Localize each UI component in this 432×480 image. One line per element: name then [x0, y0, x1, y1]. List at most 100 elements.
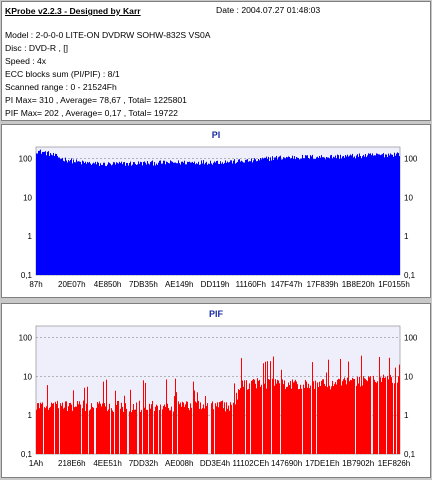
data-bar — [286, 387, 287, 454]
data-bar — [263, 363, 264, 454]
pif-chart-panel: PIF 100 100 10 10 1 1 0,1 0,1 1Ah 218E6h 4EE51h 7DD… — [1, 303, 431, 478]
data-bar — [134, 409, 135, 454]
data-bar — [96, 164, 97, 275]
data-bar — [139, 163, 140, 275]
data-bar — [229, 410, 230, 454]
data-bar — [229, 162, 230, 275]
data-bar — [40, 402, 41, 454]
data-bar — [95, 161, 96, 275]
data-bar — [399, 156, 400, 275]
data-bar — [179, 163, 180, 275]
data-bar — [174, 396, 175, 454]
data-bar — [120, 408, 121, 454]
data-bar — [98, 403, 99, 454]
data-bar — [122, 164, 123, 275]
data-bar — [366, 380, 367, 454]
data-bar — [203, 160, 204, 275]
data-bar — [116, 404, 117, 454]
y-tick-label-left: 10 — [23, 372, 32, 381]
data-bar — [105, 165, 106, 275]
data-bar — [375, 155, 376, 275]
data-bar — [56, 403, 57, 454]
info-ecc: ECC blocks sum (PI/PIF) : 8/1 — [5, 69, 120, 79]
data-bar — [264, 157, 265, 275]
data-bar — [151, 161, 152, 275]
data-bar — [356, 385, 357, 454]
data-bar — [115, 164, 116, 275]
data-bar — [384, 157, 385, 275]
data-bar — [241, 358, 242, 454]
data-bar — [369, 377, 370, 454]
data-bar — [292, 155, 293, 275]
data-bar — [77, 161, 78, 275]
data-bar — [92, 163, 93, 275]
data-bar — [126, 162, 127, 275]
data-bar — [291, 388, 292, 454]
data-bar — [45, 151, 46, 275]
data-bar — [259, 379, 260, 454]
data-bar — [213, 162, 214, 275]
data-bar — [285, 389, 286, 454]
data-bar — [277, 379, 278, 454]
data-bar — [171, 406, 172, 454]
data-bar — [74, 407, 75, 454]
data-bar — [303, 384, 304, 454]
data-bar — [329, 158, 330, 275]
data-bar — [361, 355, 362, 454]
data-bar — [106, 379, 107, 454]
data-bar — [83, 161, 84, 275]
data-bar — [144, 407, 145, 454]
data-bar — [315, 158, 316, 275]
data-bar — [205, 162, 206, 275]
data-bar — [192, 161, 193, 275]
data-bar — [273, 159, 274, 275]
data-bar — [312, 154, 313, 275]
data-bar — [136, 164, 137, 275]
data-bar — [217, 160, 218, 275]
data-bar — [52, 403, 53, 454]
data-bar — [80, 161, 81, 275]
data-bar — [305, 155, 306, 275]
data-bar — [166, 379, 167, 454]
info-speed: Speed : 4x — [5, 56, 47, 66]
data-bar — [352, 377, 353, 454]
data-bar — [354, 379, 355, 454]
data-bar — [108, 409, 109, 454]
data-bar — [257, 160, 258, 275]
data-bar — [277, 159, 278, 275]
data-bar — [301, 388, 302, 454]
data-bar — [46, 155, 47, 275]
data-bar — [391, 154, 392, 275]
data-bar — [41, 153, 42, 275]
data-bar — [214, 161, 215, 275]
data-bar — [342, 381, 343, 454]
data-bar — [118, 163, 119, 275]
data-bar — [247, 159, 248, 275]
data-bar — [59, 157, 60, 275]
data-bar — [300, 384, 301, 454]
data-bar — [258, 158, 259, 275]
data-bar — [272, 378, 273, 454]
data-bar — [183, 162, 184, 275]
data-bar — [391, 377, 392, 454]
data-bar — [336, 384, 337, 454]
data-bar — [76, 406, 77, 454]
data-bar — [221, 163, 222, 275]
data-bar — [238, 159, 239, 275]
data-bar — [140, 411, 141, 454]
data-bar — [42, 151, 43, 275]
data-bar — [265, 157, 266, 275]
data-bar — [381, 154, 382, 275]
data-bar — [55, 153, 56, 275]
data-bar — [372, 153, 373, 275]
data-bar — [348, 361, 349, 454]
y-tick-label-right: 10 — [404, 193, 413, 202]
data-bar — [252, 162, 253, 275]
data-bar — [103, 381, 104, 454]
data-bar — [67, 411, 68, 454]
data-bar — [382, 377, 383, 454]
data-bar — [335, 382, 336, 454]
data-bar — [392, 154, 393, 275]
info-range: Scanned range : 0 - 21524Fh — [5, 82, 117, 92]
data-bar — [188, 161, 189, 275]
